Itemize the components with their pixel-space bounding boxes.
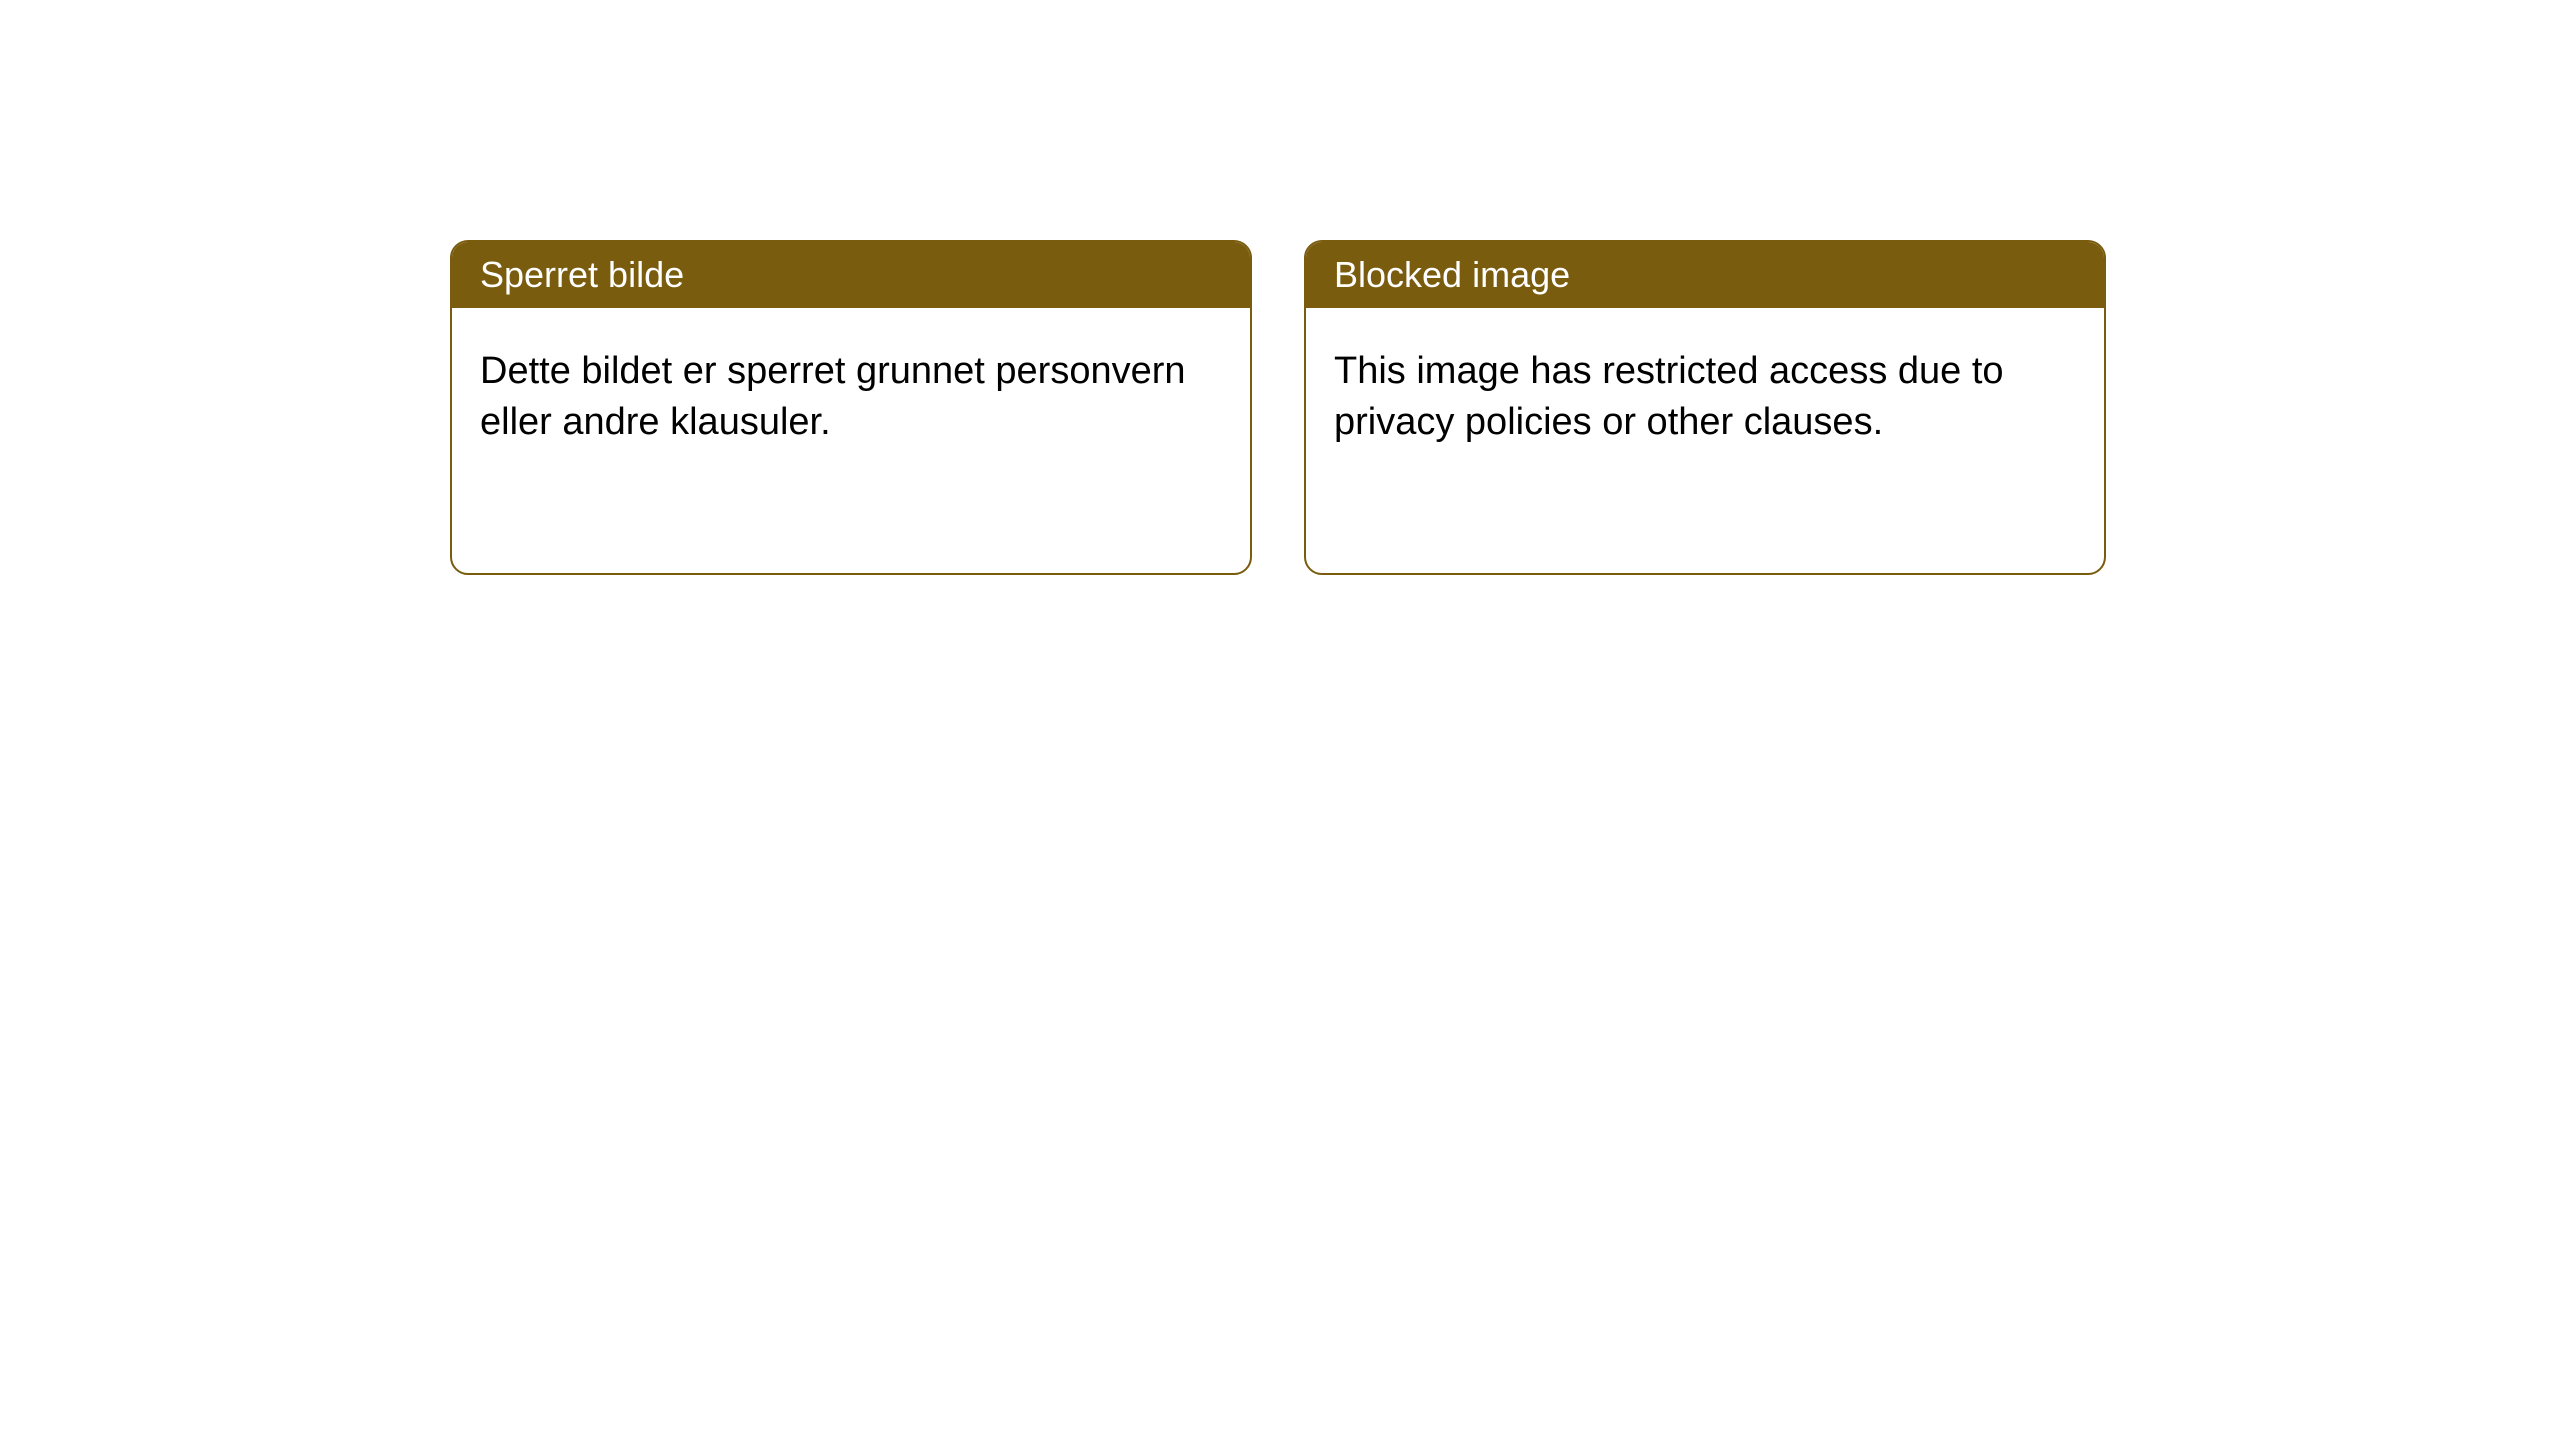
card-title: Sperret bilde (480, 254, 684, 295)
card-title: Blocked image (1334, 254, 1570, 295)
card-header: Sperret bilde (452, 242, 1250, 308)
cards-container: Sperret bilde Dette bildet er sperret gr… (0, 0, 2560, 575)
card-body: Dette bildet er sperret grunnet personve… (452, 308, 1250, 487)
card-header: Blocked image (1306, 242, 2104, 308)
card-body: This image has restricted access due to … (1306, 308, 2104, 487)
card-body-text: Dette bildet er sperret grunnet personve… (480, 350, 1186, 443)
blocked-image-card-no: Sperret bilde Dette bildet er sperret gr… (450, 240, 1252, 575)
blocked-image-card-en: Blocked image This image has restricted … (1304, 240, 2106, 575)
card-body-text: This image has restricted access due to … (1334, 350, 2004, 443)
